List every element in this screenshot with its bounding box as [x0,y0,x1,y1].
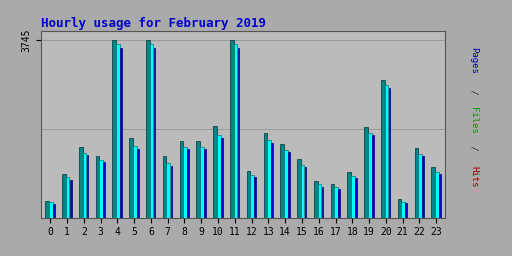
Bar [70,180,72,218]
Text: Hourly usage for February 2019: Hourly usage for February 2019 [41,17,266,29]
Bar [439,174,441,218]
Bar [338,189,340,218]
Bar [99,160,103,218]
Bar [204,149,206,218]
Bar [351,176,355,218]
Bar [238,48,239,218]
Bar [200,147,204,218]
Text: Pages: Pages [470,47,478,74]
Bar [250,175,254,218]
Bar [334,187,338,218]
Bar [103,162,105,218]
Bar [401,201,405,218]
Bar [170,166,172,218]
Bar [254,177,256,218]
Bar [96,156,99,218]
Bar [133,146,137,218]
Bar [389,88,390,218]
Bar [305,167,307,218]
Bar [163,156,166,218]
Bar [431,167,435,218]
Bar [314,182,317,218]
Bar [113,40,116,218]
Bar [233,45,238,218]
Bar [230,40,233,218]
Bar [120,48,122,218]
Bar [53,204,55,218]
Bar [221,138,223,218]
Text: Files: Files [470,107,478,134]
Text: /: / [470,140,478,156]
Bar [398,199,401,218]
Bar [364,126,368,218]
Bar [422,156,424,218]
Bar [385,86,389,218]
Bar [154,48,156,218]
Bar [322,187,323,218]
Bar [217,135,221,218]
Bar [406,204,407,218]
Bar [213,126,217,218]
Bar [301,165,305,218]
Bar [271,143,273,218]
Bar [372,135,374,218]
Bar [166,163,170,218]
Bar [331,184,334,218]
Bar [180,142,183,218]
Bar [129,138,133,218]
Bar [368,133,372,218]
Bar [116,45,120,218]
Bar [46,201,49,218]
Bar [49,202,53,218]
Bar [348,172,351,218]
Bar [150,45,154,218]
Bar [288,152,290,218]
Bar [247,171,250,218]
Bar [187,150,189,218]
Bar [82,153,87,218]
Bar [297,159,301,218]
Bar [280,144,284,218]
Bar [66,177,70,218]
Bar [381,80,385,218]
Bar [415,148,418,218]
Bar [146,40,150,218]
Text: Hits: Hits [470,166,478,187]
Bar [79,147,82,218]
Bar [264,133,267,218]
Bar [87,155,88,218]
Bar [197,141,200,218]
Bar [284,150,288,218]
Bar [355,178,357,218]
Bar [137,148,139,218]
Bar [267,140,271,218]
Bar [435,172,439,218]
Bar [62,174,66,218]
Text: /: / [470,84,478,100]
Bar [317,185,321,218]
Bar [418,154,422,218]
Bar [183,147,187,218]
